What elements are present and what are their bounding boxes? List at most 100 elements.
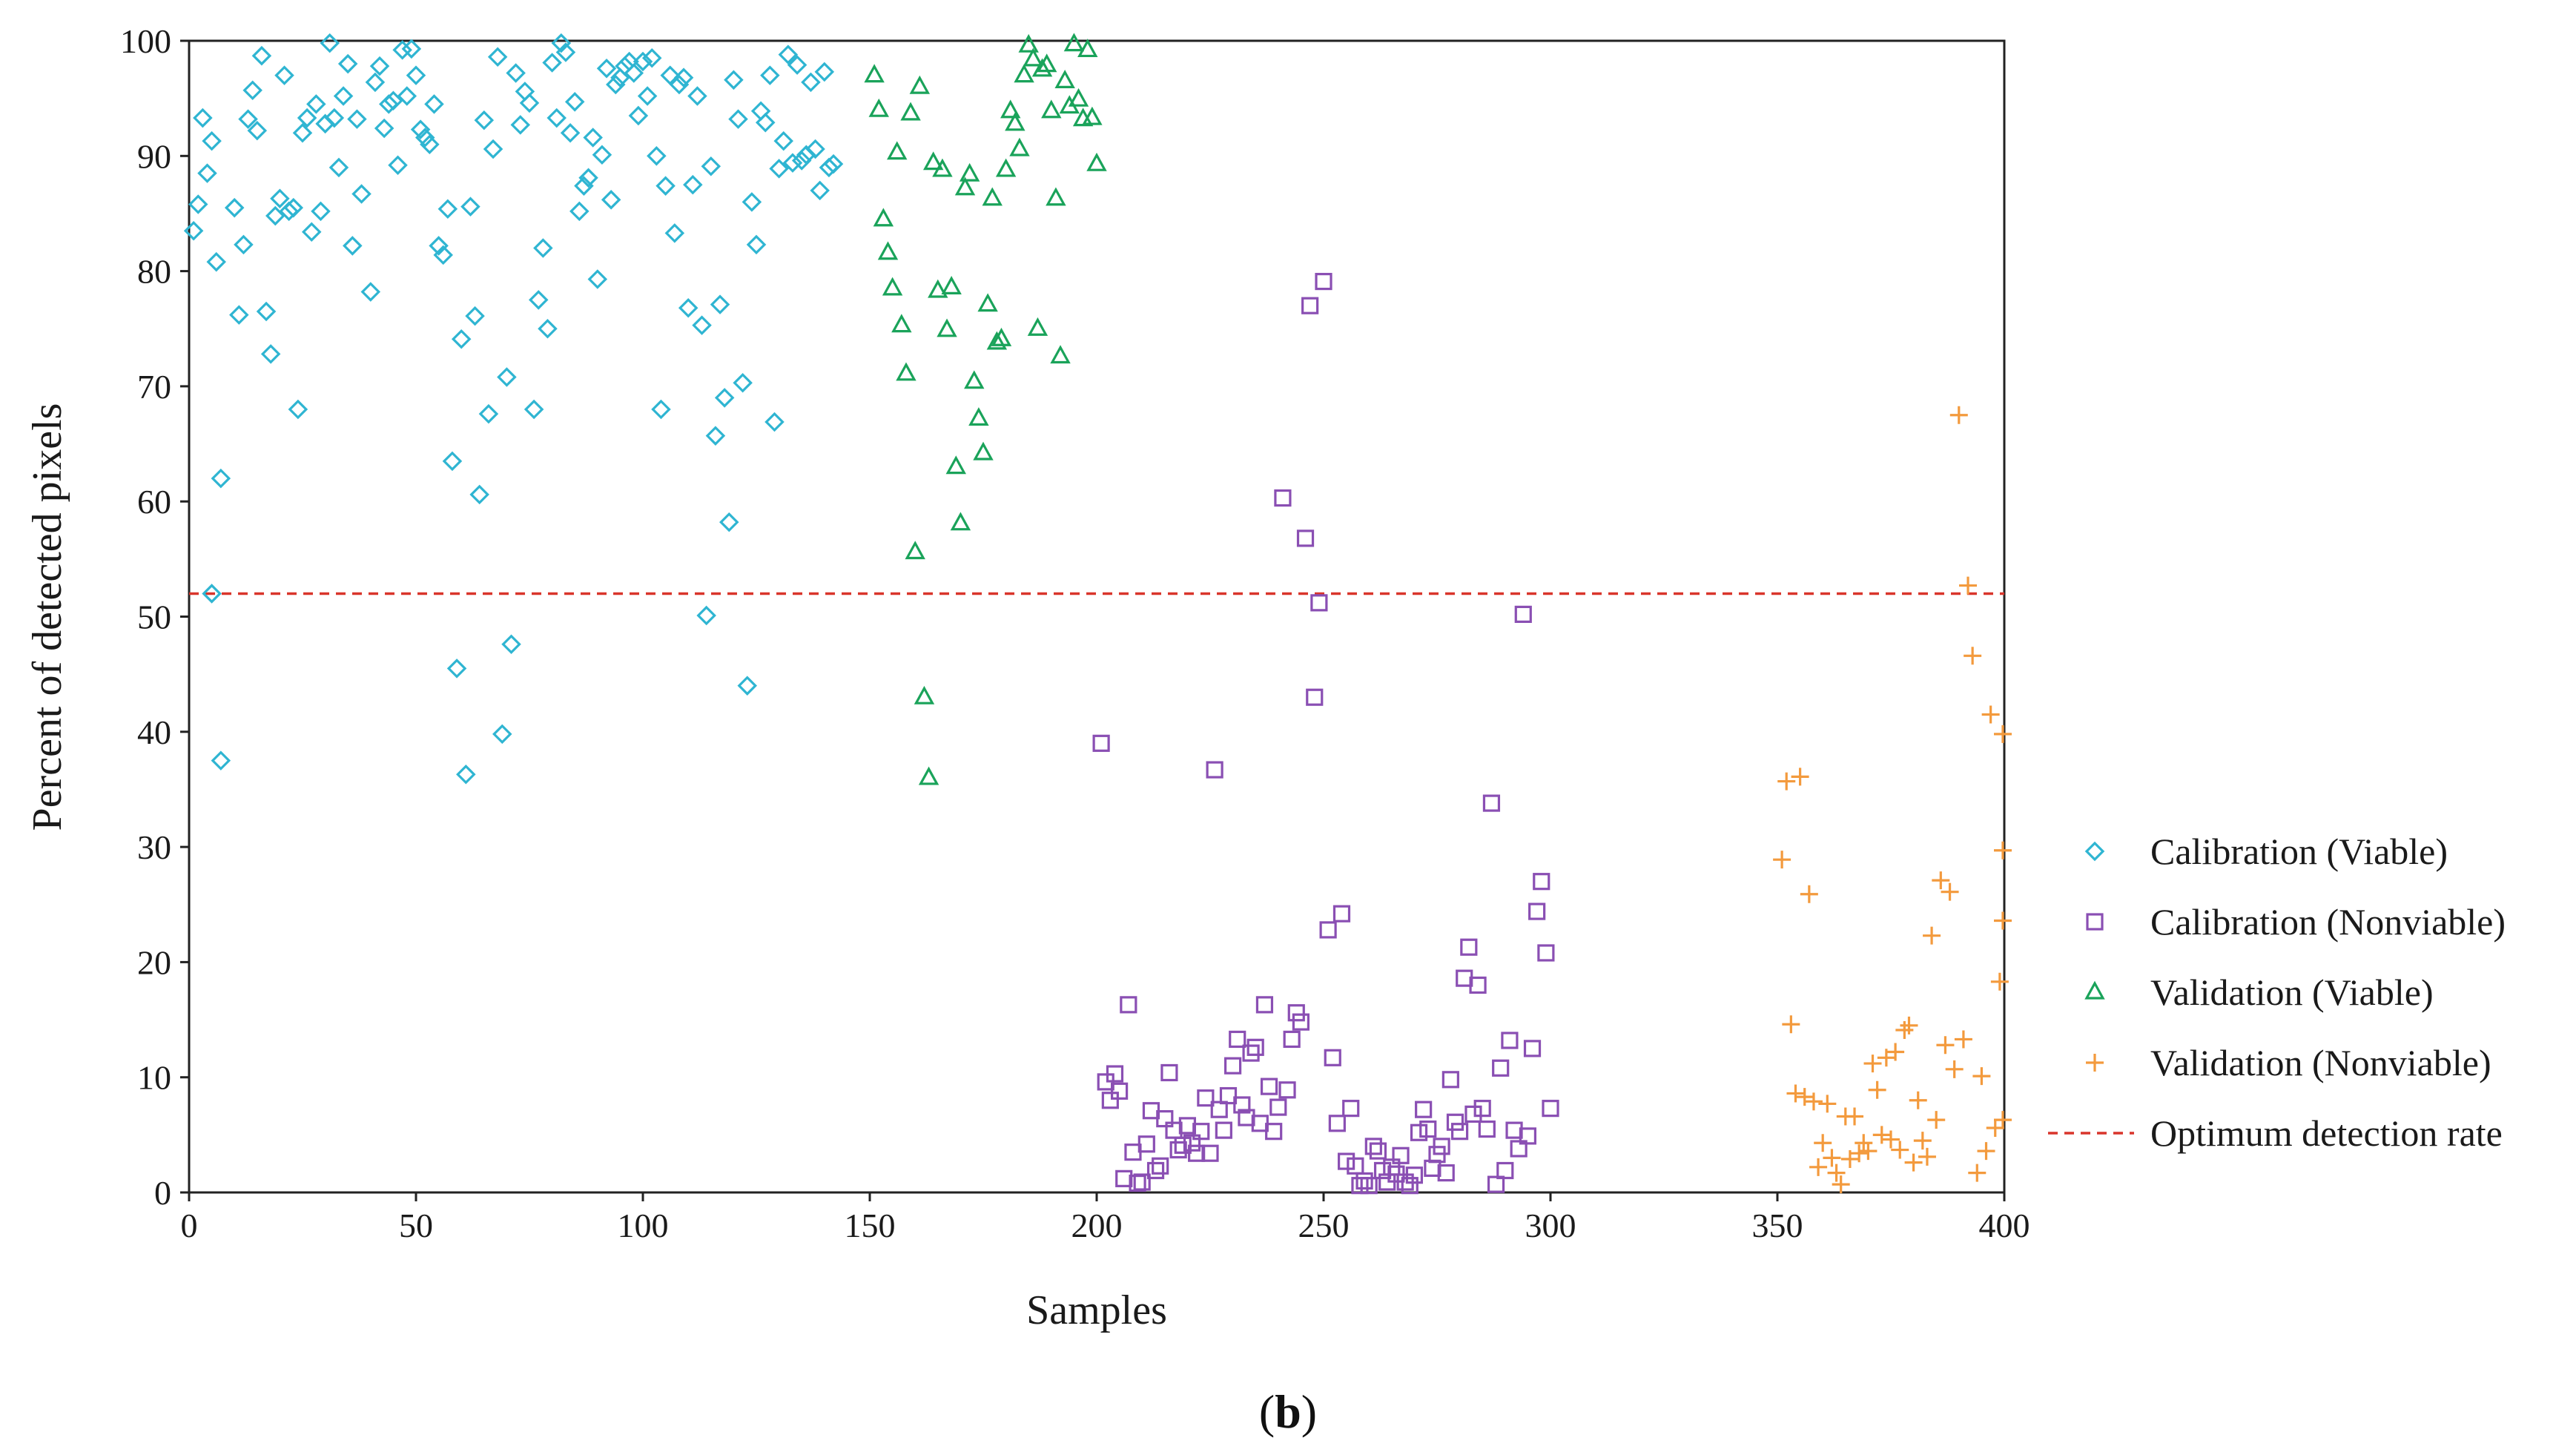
data-point — [406, 65, 426, 85]
data-point — [369, 56, 390, 76]
data-point — [1188, 1144, 1206, 1162]
data-point — [1877, 1049, 1895, 1067]
data-point — [374, 118, 394, 139]
y-axis-title: Percent of detected pixels — [24, 403, 70, 831]
series-0 — [183, 33, 844, 785]
data-point — [1364, 1138, 1382, 1155]
data-point — [337, 53, 358, 74]
data-point — [1846, 1107, 1864, 1126]
data-point — [764, 412, 785, 432]
data-point — [1433, 1138, 1450, 1155]
data-point — [1077, 39, 1098, 58]
data-point — [628, 105, 649, 126]
x-tick-label: 350 — [1752, 1207, 1803, 1244]
data-point — [392, 40, 412, 60]
data-point — [460, 197, 480, 217]
data-point — [945, 455, 966, 475]
data-point — [437, 199, 458, 220]
data-point — [819, 157, 839, 178]
data-point — [465, 306, 485, 326]
data-point — [1265, 1123, 1283, 1141]
data-point — [719, 512, 739, 532]
data-point — [1315, 272, 1332, 291]
data-point — [991, 327, 1012, 346]
data-point — [1160, 1063, 1178, 1082]
data-point — [1347, 1157, 1364, 1175]
y-tick-label: 0 — [154, 1174, 171, 1212]
data-point — [1373, 1161, 1392, 1180]
data-point — [1054, 70, 1075, 88]
data-point — [1310, 594, 1328, 612]
data-point — [492, 724, 512, 745]
data-point — [1178, 1117, 1197, 1135]
data-point — [1023, 47, 1044, 67]
data-point — [982, 187, 1003, 206]
data-point — [733, 372, 753, 393]
data-point — [882, 277, 903, 296]
data-point — [433, 245, 453, 265]
data-point — [1800, 885, 1818, 903]
data-point — [1146, 1161, 1165, 1180]
data-point — [1492, 1059, 1510, 1077]
data-point — [596, 59, 617, 79]
data-point — [1446, 1113, 1464, 1131]
data-point — [1514, 605, 1532, 623]
data-point — [1804, 1092, 1823, 1111]
data-point — [1183, 1134, 1201, 1152]
data-point — [1964, 647, 1982, 665]
data-point — [197, 163, 217, 183]
data-point — [633, 51, 653, 72]
data-point — [1255, 996, 1274, 1014]
data-point — [1369, 1142, 1387, 1160]
x-tick-label: 400 — [1979, 1207, 2030, 1244]
data-point — [328, 157, 349, 178]
data-point — [1809, 1158, 1828, 1176]
data-point — [1165, 1121, 1183, 1139]
data-point — [928, 279, 948, 298]
data-point — [1392, 1146, 1410, 1164]
data-point — [202, 131, 222, 151]
panel-label-letter: b — [1275, 1385, 1301, 1438]
data-point — [1818, 1095, 1837, 1113]
data-point — [1092, 734, 1110, 752]
y-tick-label: 40 — [137, 713, 171, 751]
data-point — [696, 605, 716, 626]
data-point — [1152, 1157, 1169, 1175]
data-point — [1005, 112, 1026, 131]
data-point — [301, 222, 322, 242]
data-point — [755, 113, 776, 133]
data-point — [1014, 64, 1034, 83]
data-point — [1441, 1071, 1459, 1089]
data-point — [238, 109, 258, 129]
data-point — [528, 290, 549, 310]
data-point — [324, 108, 345, 128]
data-point — [1918, 1147, 1936, 1166]
data-point — [524, 399, 544, 420]
data-point — [519, 93, 540, 113]
data-point — [1328, 1115, 1346, 1132]
data-point — [1832, 1175, 1850, 1194]
series-2 — [864, 33, 1107, 785]
data-point — [760, 65, 780, 85]
data-point — [279, 201, 299, 222]
data-point — [379, 94, 399, 114]
data-point — [1050, 345, 1071, 364]
data-point — [1229, 1030, 1246, 1049]
x-tick-label: 150 — [845, 1207, 896, 1244]
y-tick-label: 70 — [137, 368, 171, 406]
data-point — [1082, 106, 1103, 125]
legend-label: Calibration (Viable) — [2150, 831, 2448, 872]
data-point — [420, 134, 440, 155]
legend-marker — [2084, 980, 2105, 1000]
data-point — [1101, 1092, 1119, 1109]
data-point — [1401, 1177, 1419, 1195]
data-point — [1292, 1013, 1310, 1031]
y-tick-label: 20 — [137, 943, 171, 981]
data-point — [347, 109, 367, 129]
data-point — [1941, 882, 1959, 901]
data-point — [746, 234, 767, 255]
data-point — [905, 541, 925, 560]
data-point — [1891, 1141, 1909, 1159]
data-point — [742, 192, 762, 212]
data-point — [410, 119, 431, 139]
